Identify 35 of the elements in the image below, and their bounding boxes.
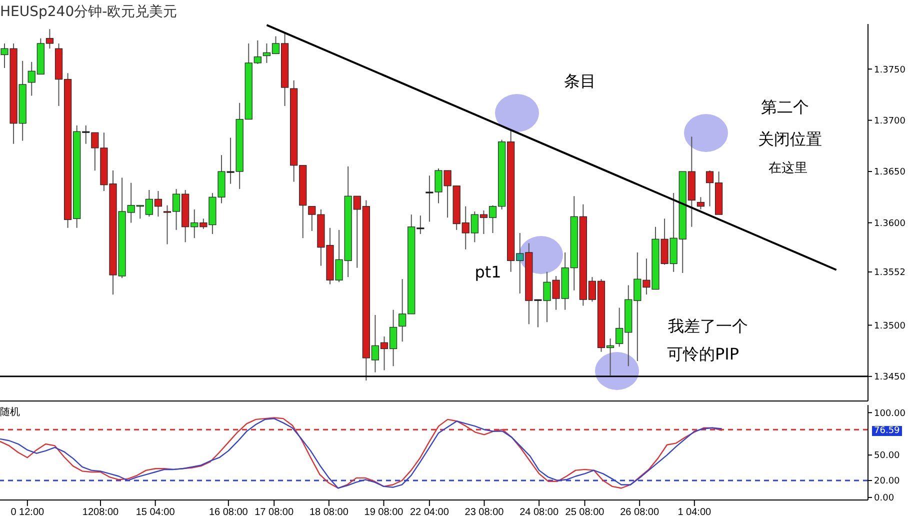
annotation: 第二个 xyxy=(761,98,809,118)
x-tick-label: 19 08:00 xyxy=(364,507,404,518)
y-tick-label: 1.3450 xyxy=(874,372,906,383)
x-tick-label: 18 08:00 xyxy=(309,507,349,518)
y-tick-label: 1.3552 xyxy=(874,268,906,278)
y-tick-label: 1.3500 xyxy=(874,321,906,332)
x-tick-label: 26 08:00 xyxy=(620,507,660,518)
y-tick-label: 1.3600 xyxy=(874,218,906,229)
annotation: 在这里 xyxy=(768,160,808,177)
x-tick-label: 25 08:00 xyxy=(565,507,605,518)
chart-title: HEUSp240分钟-欧元兑美元 xyxy=(0,3,178,21)
y-tick-label: 1.3700 xyxy=(874,116,906,126)
y-tick-label: 50.00 xyxy=(874,451,900,462)
text: 76.59 xyxy=(872,426,902,436)
annotation: 关闭位置 xyxy=(758,130,822,150)
y-tick-label: 20.00 xyxy=(874,476,900,487)
x-tick-label: 24 08:00 xyxy=(520,507,559,518)
y-tick-label: 0.00 xyxy=(874,494,894,504)
y-tick-label: 1.3750 xyxy=(874,65,906,76)
annotation: 条目 xyxy=(564,72,596,92)
x-tick-label: 15 04:00 xyxy=(136,507,176,518)
y-tick-label: 100.00 xyxy=(874,408,906,419)
x-tick-label: 23 08:00 xyxy=(464,507,504,518)
annotation: 可怜的PIP xyxy=(666,344,740,366)
x-tick-label: 0 12:00 xyxy=(10,507,45,518)
x-tick-label: 1208:00 xyxy=(82,507,120,518)
chart-title: 随机 xyxy=(0,405,20,419)
x-tick-label: 1 04:00 xyxy=(678,507,712,518)
annotation: 我差了一个 xyxy=(668,316,748,338)
y-tick-label: 1.3650 xyxy=(874,168,906,178)
candlestick xyxy=(696,196,705,210)
x-tick-label: 22 04:00 xyxy=(410,507,450,518)
annotation: pt1 xyxy=(474,262,502,282)
x-tick-label: 17 08:00 xyxy=(254,507,294,518)
x-tick-label: 16 08:00 xyxy=(208,507,248,518)
